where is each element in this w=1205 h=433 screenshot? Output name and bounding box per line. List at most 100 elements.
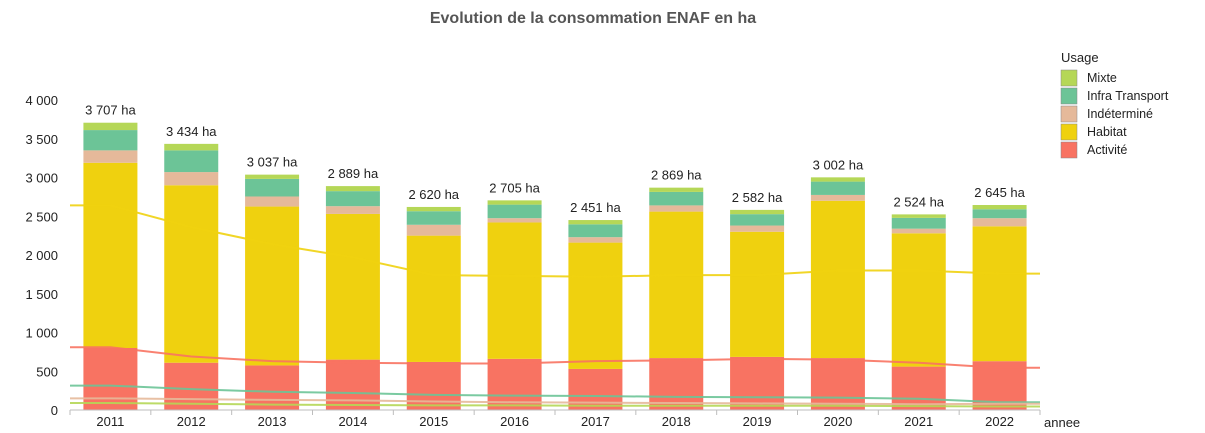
trend-line-ind-termin-: [70, 397, 1040, 406]
bar-segment-mixte-2011: [83, 122, 138, 131]
bar-segment-activit--2018: [649, 358, 704, 410]
chart-title: Evolution de la consommation ENAF en ha: [430, 10, 756, 27]
bar-segment-activit--2014: [325, 359, 380, 410]
y-tick-label: 2 500: [25, 209, 58, 224]
bar-segment-ind-termin--2016: [487, 218, 542, 223]
bar-segment-infra-transport-2014: [325, 191, 380, 207]
bar-segment-mixte-2022: [972, 205, 1027, 210]
total-label: 2 705 ha: [489, 180, 540, 195]
x-tick-label: 2019: [743, 414, 772, 429]
bar-segment-ind-termin--2021: [891, 228, 946, 234]
bar-segment-ind-termin--2022: [972, 218, 1027, 227]
bar-segment-habitat-2015: [406, 235, 461, 362]
trend-line-activit-: [70, 346, 1040, 369]
x-tick-label: 2015: [419, 414, 448, 429]
x-tick-label: 2016: [500, 414, 529, 429]
y-tick-label: 500: [36, 364, 58, 379]
bar-segment-infra-transport-2012: [164, 150, 219, 173]
bar-segment-activit--2017: [568, 368, 623, 410]
bar-segment-infra-transport-2015: [406, 211, 461, 225]
bar-segment-habitat-2020: [810, 200, 865, 359]
x-tick-label: 2012: [177, 414, 206, 429]
bar-segment-ind-termin--2015: [406, 224, 461, 236]
y-axis: 0 500 1 000 1 500 2 000 2 500 3 000 3 500 4 000: [25, 93, 58, 418]
bar-segment-ind-termin--2012: [164, 172, 219, 186]
total-label: 2 869 ha: [651, 168, 702, 183]
legend-swatch: [1060, 141, 1078, 159]
bar-segment-habitat-2011: [83, 162, 138, 348]
legend: Usage Mixte Infra Transport Indéterminé Hab…: [1060, 50, 1169, 159]
trend-lines: [70, 204, 1040, 408]
total-label: 3 037 ha: [247, 155, 298, 170]
bar-segment-habitat-2017: [568, 242, 623, 369]
legend-swatch: [1060, 105, 1078, 123]
legend-swatch: [1060, 69, 1078, 87]
x-tick-label: 2020: [823, 414, 852, 429]
total-label: 3 434 ha: [166, 124, 217, 139]
bar-segment-habitat-2018: [649, 211, 704, 359]
bar-segment-mixte-2017: [568, 220, 623, 225]
bar-segment-ind-termin--2020: [810, 194, 865, 201]
y-tick-label: 3 000: [25, 171, 58, 186]
legend-label: Infra Transport: [1087, 89, 1169, 103]
x-tick-label: 2022: [985, 414, 1014, 429]
bar-segment-ind-termin--2014: [325, 206, 380, 214]
bar-segment-ind-termin--2013: [245, 196, 300, 207]
y-tick-label: 3 500: [25, 132, 58, 147]
legend-title: Usage: [1061, 50, 1099, 65]
bar-segment-infra-transport-2018: [649, 191, 704, 206]
bar-segment-infra-transport-2011: [83, 130, 138, 151]
bar-segment-activit--2015: [406, 361, 461, 410]
x-tick-label: 2011: [96, 414, 124, 429]
x-axis-label: annee: [1044, 415, 1080, 430]
x-tick-label: 2013: [258, 414, 287, 429]
bar-segment-habitat-2016: [487, 222, 542, 359]
bar-segment-habitat-2013: [245, 206, 300, 366]
trend-line-infra-transport: [70, 384, 1040, 404]
bar-segment-mixte-2019: [730, 209, 785, 215]
x-tick-label: 2021: [904, 414, 933, 429]
bar-segment-infra-transport-2016: [487, 204, 542, 219]
bars: [83, 122, 1027, 410]
bar-segment-ind-termin--2017: [568, 237, 623, 243]
y-tick-label: 2 000: [25, 248, 58, 263]
bar-segment-ind-termin--2019: [730, 225, 785, 232]
legend-label: Mixte: [1087, 71, 1117, 85]
bar-segment-mixte-2013: [245, 174, 300, 179]
total-label: 2 524 ha: [893, 194, 944, 209]
bar-segment-infra-transport-2013: [245, 178, 300, 197]
total-labels: 3 707 ha 3 434 ha 3 037 ha 2 889 ha 2 620 ha…: [85, 103, 1026, 215]
total-label: 2 645 ha: [974, 185, 1025, 200]
legend-label: Habitat: [1087, 125, 1127, 139]
total-label: 2 620 ha: [408, 187, 459, 202]
bar-segment-mixte-2014: [325, 186, 380, 192]
x-axis: 2011 2012 2013 2014 2015 2016 2017 2018 2019 2020…: [69, 409, 1041, 429]
bar-segment-infra-transport-2017: [568, 224, 623, 238]
total-label: 2 889 ha: [328, 166, 379, 181]
bar-segment-infra-transport-2020: [810, 181, 865, 195]
bar-segment-mixte-2018: [649, 187, 704, 192]
bar-segment-activit--2020: [810, 358, 865, 410]
legend-swatch: [1060, 123, 1078, 141]
y-tick-label: 1 500: [25, 287, 58, 302]
bar-segment-mixte-2016: [487, 200, 542, 205]
bar-segment-mixte-2020: [810, 177, 865, 182]
x-tick-label: 2018: [662, 414, 691, 429]
bar-segment-ind-termin--2011: [83, 150, 138, 163]
bar-segment-habitat-2012: [164, 185, 219, 363]
bar-segment-activit--2012: [164, 362, 219, 410]
bar-segment-activit--2011: [83, 348, 138, 410]
total-label: 3 002 ha: [813, 157, 864, 172]
bar-segment-mixte-2015: [406, 206, 461, 212]
trend-line-habitat: [70, 204, 1040, 278]
bar-segment-activit--2019: [730, 356, 785, 410]
bar-segment-habitat-2019: [730, 231, 785, 357]
bar-segment-habitat-2014: [325, 213, 380, 360]
y-tick-label: 0: [51, 403, 58, 418]
total-label: 2 451 ha: [570, 200, 621, 215]
total-label: 2 582 ha: [732, 190, 783, 205]
bar-segment-ind-termin--2018: [649, 205, 704, 212]
bar-segment-infra-transport-2019: [730, 214, 785, 226]
bar-segment-habitat-2021: [891, 233, 946, 367]
